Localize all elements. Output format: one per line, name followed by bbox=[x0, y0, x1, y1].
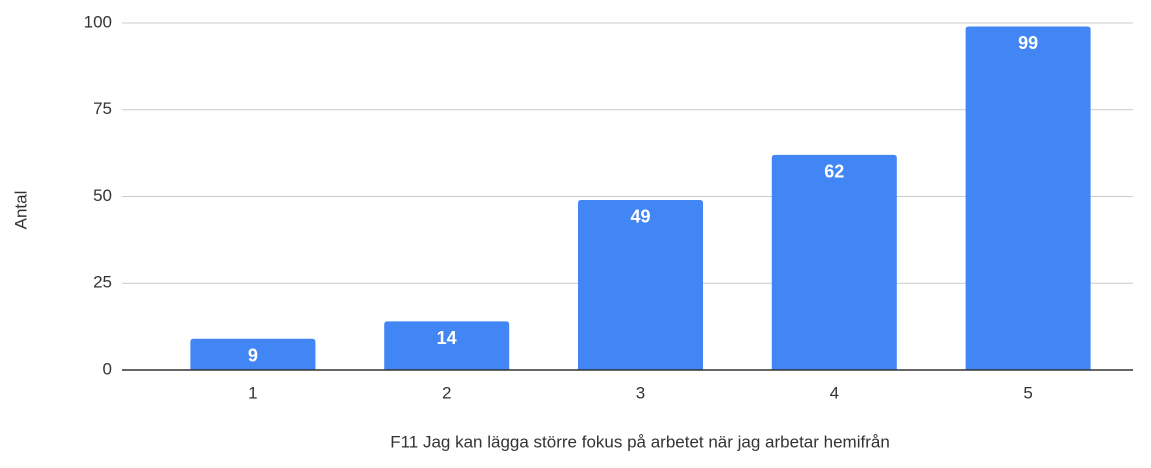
x-tick-label: 5 bbox=[1023, 383, 1032, 402]
bar bbox=[384, 321, 510, 370]
x-tick-label: 4 bbox=[830, 383, 839, 402]
x-tick-label: 2 bbox=[442, 383, 451, 402]
y-tick-label: 100 bbox=[84, 12, 112, 31]
y-tick-label: 75 bbox=[93, 99, 112, 118]
data-label: 49 bbox=[630, 207, 650, 227]
bar bbox=[965, 26, 1091, 370]
data-label: 62 bbox=[824, 162, 844, 182]
y-tick-label: 25 bbox=[93, 273, 112, 292]
data-label: 14 bbox=[437, 328, 457, 348]
y-tick-label: 0 bbox=[103, 359, 112, 378]
y-tick-label: 50 bbox=[93, 186, 112, 205]
y-axis-label: Antal bbox=[11, 191, 30, 230]
bar bbox=[578, 199, 703, 370]
x-axis-label: F11 Jag kan lägga större fokus på arbete… bbox=[390, 432, 890, 451]
x-tick-label: 3 bbox=[636, 383, 645, 402]
data-label: 99 bbox=[1018, 33, 1038, 53]
x-tick-label: 1 bbox=[248, 383, 257, 402]
bar bbox=[190, 338, 316, 370]
data-label: 9 bbox=[248, 346, 258, 366]
bar bbox=[771, 154, 897, 370]
